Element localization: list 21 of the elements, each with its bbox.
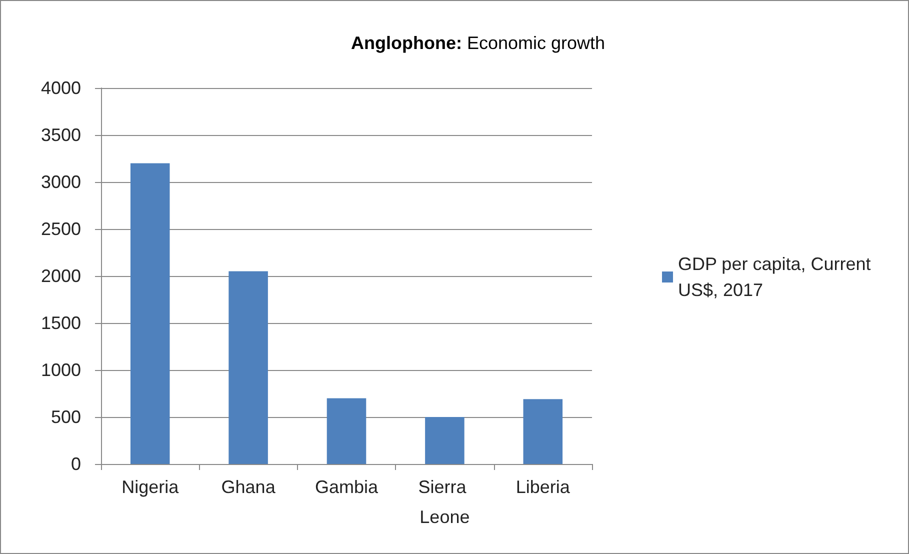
x-tick-label: Ghana [221, 477, 276, 497]
bar [425, 417, 464, 464]
bar [130, 163, 170, 464]
y-tick-label: 0 [70, 454, 81, 474]
y-tick-label: 2000 [40, 266, 81, 286]
y-tick-label: 1000 [40, 360, 81, 380]
bar [523, 399, 563, 464]
y-tick-label: 4000 [40, 78, 81, 98]
bar [326, 398, 366, 464]
chart-title: Anglophone: Economic growth [351, 33, 606, 53]
x-tick-label: Liberia [516, 477, 571, 497]
bar [228, 271, 268, 464]
x-tick-label: Gambia [314, 477, 379, 497]
y-tick-label: 3500 [40, 125, 81, 145]
legend-label: GDP per capita, Current US$, 2017 [678, 254, 876, 300]
y-tick-label: 1500 [40, 313, 81, 333]
y-tick-label: 3000 [40, 172, 81, 192]
x-tick-label: Nigeria [122, 477, 180, 497]
y-tick-label: 2500 [40, 219, 81, 239]
y-tick-label: 500 [50, 407, 81, 427]
x-tick-label: Sierra Leone [418, 477, 472, 527]
